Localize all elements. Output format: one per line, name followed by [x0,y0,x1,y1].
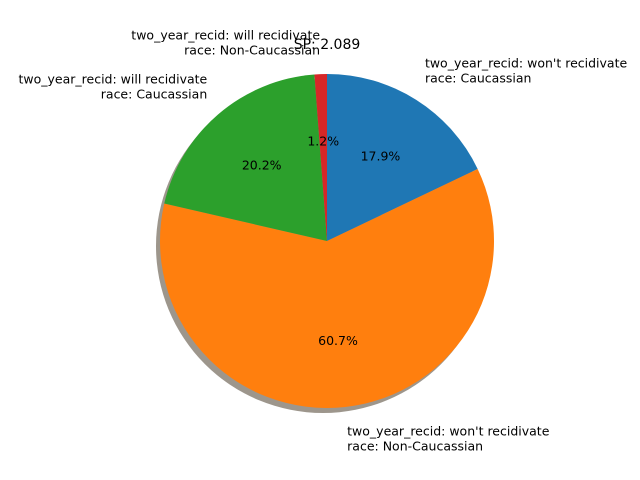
pie-percent-label-3: 20.2% [242,158,282,173]
pie-slice-label-1-line-2: race: Caucassian [425,71,531,86]
chart-title: SP: 2.089 [294,37,361,53]
pie-slice-label-1: two_year_recid: won't recidivate race: Ca… [425,56,628,86]
pie-slice-label-2-line-2: race: Non-Caucassian [347,439,483,454]
pie-percent-label-1: 17.9% [361,149,401,164]
pie-slice-labels: two_year_recid: won't recidivate race: Ca… [18,27,627,453]
pie-slice-label-4-line-2: race: Non-Caucassian [184,42,320,57]
pie-slice-label-4: two_year_recid: will recidivate race: Non… [131,27,320,57]
pie-slice-label-1-line-1: two_year_recid: won't recidivate [425,56,628,71]
pie-slice-label-4-line-1: two_year_recid: will recidivate [131,27,320,42]
pie-slices [160,74,495,408]
pie-slice-label-2: two_year_recid: won't recidivate race: No… [347,424,550,454]
pie-slice-4 [314,74,327,241]
pie-slice-1 [327,74,478,241]
pie-percent-label-4: 1.2% [307,133,339,148]
pie-percent-labels: 17.9% 60.7% 20.2% 1.2% [242,133,401,348]
pie-slice-3 [164,74,327,242]
pie-slice-2 [160,168,495,408]
pie-slice-label-3-line-2: race: Caucassian [101,87,207,102]
pie-percent-label-2: 60.7% [318,333,358,348]
pie-slice-label-2-line-1: two_year_recid: won't recidivate [347,424,550,439]
pie-slice-label-3-line-1: two_year_recid: will recidivate [18,72,207,87]
pie-slice-label-3: two_year_recid: will recidivate race: Cau… [18,72,207,102]
